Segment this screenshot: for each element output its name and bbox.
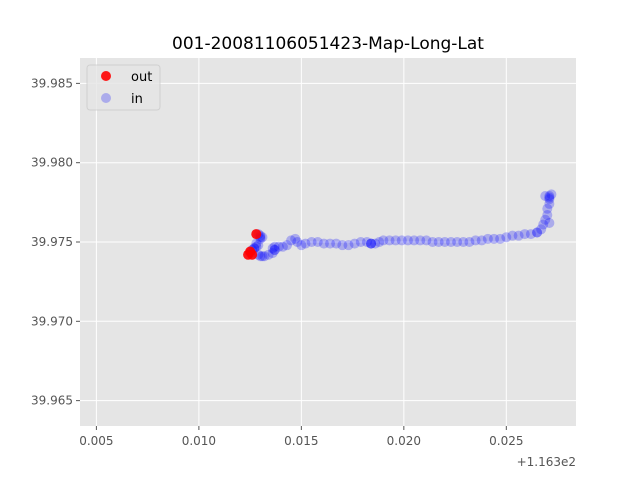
point-in [525, 229, 536, 240]
point-in [366, 238, 377, 249]
point-in [312, 237, 323, 247]
point-in [532, 227, 543, 238]
y-tick-label: 39.985 [31, 76, 73, 90]
point-in [409, 235, 420, 246]
point-in [343, 240, 354, 251]
point-in [540, 214, 551, 225]
point-in [439, 237, 450, 247]
point-in [507, 230, 518, 241]
grid-lines [80, 58, 576, 426]
point-in [538, 219, 549, 230]
point-in [255, 251, 266, 262]
point-in [259, 251, 270, 262]
point-in [306, 237, 317, 247]
y-tick-label: 39.980 [31, 156, 73, 170]
y-tick-label: 39.965 [31, 394, 73, 408]
point-in [458, 237, 469, 247]
point-in [544, 217, 555, 228]
y-tick-label: 39.975 [31, 235, 73, 249]
point-in [536, 224, 547, 235]
point-in [433, 237, 444, 247]
point-in [296, 240, 307, 251]
point-in [546, 189, 557, 200]
point-in [542, 210, 553, 221]
point-in [470, 235, 481, 246]
point-in [267, 248, 278, 259]
point-in [263, 249, 274, 260]
x-tick-label: 0.025 [489, 434, 523, 448]
y-tick-label: 39.970 [31, 314, 73, 328]
point-in [390, 235, 401, 246]
legend-marker-in [101, 93, 111, 103]
point-in [421, 235, 432, 246]
point-in [355, 237, 366, 247]
point-in [290, 233, 301, 244]
point-in [540, 191, 551, 201]
point-in [269, 241, 280, 252]
x-tick-label: 0.005 [79, 434, 113, 448]
point-in [542, 203, 553, 214]
legend-label-in: in [131, 92, 143, 107]
point-in [282, 240, 293, 251]
point-in [464, 237, 475, 247]
point-in [300, 238, 311, 249]
point-in [384, 235, 395, 246]
point-in [318, 238, 329, 249]
point-in [253, 240, 264, 251]
point-in [349, 238, 360, 249]
point-in [544, 192, 555, 203]
point-in [331, 238, 342, 249]
point-in [273, 241, 284, 252]
point-in [544, 191, 555, 201]
x-tick-label: 0.010 [182, 434, 216, 448]
point-in [402, 235, 413, 246]
point-in [361, 237, 372, 247]
point-in [374, 237, 385, 247]
point-in [337, 240, 348, 251]
point-in [251, 238, 262, 249]
point-in [482, 233, 493, 244]
point-in [396, 235, 407, 246]
point-in [269, 244, 280, 255]
point-in [286, 235, 297, 246]
point-out [245, 246, 256, 257]
x-tick-label: 0.020 [387, 434, 421, 448]
point-in [267, 243, 278, 254]
legend-marker-out [101, 71, 111, 81]
point-in [269, 244, 280, 255]
point-in [452, 237, 463, 247]
point-in [445, 237, 456, 247]
point-in [257, 251, 268, 262]
axis-ticks: 0.005 0.010 0.015 0.020 0.025 39.965 39.970 39.… [31, 76, 523, 448]
point-in [513, 230, 524, 241]
point-in [292, 237, 303, 247]
legend: out in [86, 64, 161, 111]
point-in [370, 238, 381, 249]
point-in [476, 235, 487, 246]
point-in [519, 229, 530, 240]
x-tick-label: 0.015 [284, 434, 318, 448]
point-out [251, 229, 262, 240]
point-in [489, 233, 500, 244]
point-in [415, 235, 426, 246]
point-in [277, 241, 288, 252]
point-in [501, 232, 512, 243]
point-in [427, 237, 438, 247]
chart-title: 001-20081106051423-Map-Long-Lat [172, 34, 484, 54]
point-in [325, 238, 336, 249]
point-in [544, 194, 555, 205]
point-in [366, 238, 377, 249]
x-axis-offset-label: +1.163e2 [517, 455, 576, 469]
point-in [544, 198, 555, 209]
point-in [495, 233, 506, 244]
data-points [243, 189, 557, 262]
point-in [366, 238, 377, 249]
legend-label-out: out [131, 70, 152, 85]
point-in [532, 227, 543, 238]
point-in [378, 235, 389, 246]
